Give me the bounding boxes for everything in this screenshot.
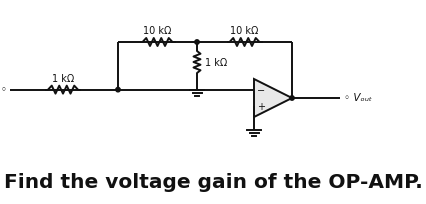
Text: 10 kΩ: 10 kΩ — [143, 26, 172, 36]
Polygon shape — [254, 80, 292, 118]
Text: ◦ Vₒᵤₜ: ◦ Vₒᵤₜ — [344, 93, 372, 102]
Text: Find the voltage gain of the OP-AMP.: Find the voltage gain of the OP-AMP. — [4, 173, 422, 192]
Circle shape — [116, 88, 120, 92]
Text: 10 kΩ: 10 kΩ — [230, 26, 259, 36]
Text: +: + — [257, 102, 265, 112]
Text: Vₙ ◦: Vₙ ◦ — [0, 84, 7, 94]
Text: 1 kΩ: 1 kΩ — [205, 58, 227, 68]
Circle shape — [195, 41, 199, 45]
Text: 1 kΩ: 1 kΩ — [52, 73, 74, 83]
Circle shape — [290, 96, 294, 101]
Text: −: − — [257, 85, 265, 95]
